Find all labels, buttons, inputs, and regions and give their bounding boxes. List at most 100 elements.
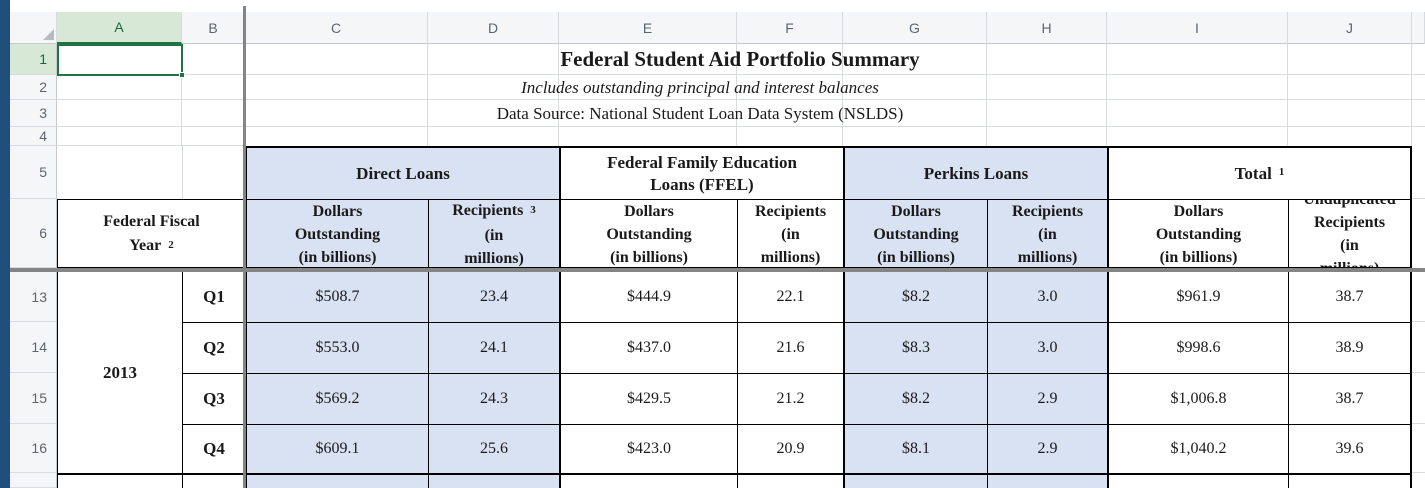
fiscal-line-1: Federal Fiscal [103,212,200,230]
col-header-e[interactable]: E [559,12,737,44]
subheader-perkins-dollars[interactable]: Dollars Outstanding (in billions) [843,199,987,268]
subheader-unduplicated-recipients[interactable]: Unduplicated Recipients (in millions) [1288,199,1412,268]
cell-quarter-q4[interactable]: Q4 [182,424,245,473]
cell-perkins-recipients-q1[interactable]: 3.0 [987,272,1107,322]
row-header-14[interactable]: 14 [10,322,57,373]
cell-sliver[interactable] [737,473,843,488]
cell-quarter-q1[interactable]: Q1 [182,272,245,322]
cell-ffel-recipients-q4[interactable]: 20.9 [737,424,843,473]
header-fiscal-year[interactable]: Federal Fiscal Year 2 [57,199,245,268]
subheader-perkins-recipients[interactable]: Recipients (in millions) [987,199,1107,268]
col-header-b[interactable]: B [182,12,245,44]
col-header-partial[interactable] [1412,12,1425,44]
cell-total-recipients-q2[interactable]: 38.9 [1288,322,1412,373]
cell-ffel-dollars-q4[interactable]: $423.0 [559,424,737,473]
selected-cell-a1[interactable] [57,44,183,76]
row-header-3[interactable]: 3 [10,100,57,127]
cell-total-dollars-q3[interactable]: $1,006.8 [1107,373,1288,424]
subheader-line: (in billions) [298,248,377,266]
subheader-line: Dollars [624,202,674,220]
cell-perkins-recipients-q4[interactable]: 2.9 [987,424,1107,473]
cell-total-dollars-q4[interactable]: $1,040.2 [1107,424,1288,473]
row-header-2[interactable]: 2 [10,75,57,100]
col-header-d[interactable]: D [428,12,559,44]
cell-total-dollars-q2[interactable]: $998.6 [1107,322,1288,373]
subheader-line: millions) [760,248,821,266]
subheader-line: (in billions) [1159,248,1238,266]
cell-title[interactable]: Federal Student Aid Portfolio Summary [560,47,920,71]
row-header-6[interactable]: 6 [10,199,57,268]
cell-direct-dollars-q4[interactable]: $609.1 [245,424,428,473]
header-direct-loans[interactable]: Direct Loans [245,146,559,199]
cell-total-recipients-q3[interactable]: 38.7 [1288,373,1412,424]
subheader-ffel-dollars[interactable]: Dollars Outstanding (in billions) [559,199,737,268]
cell-sliver[interactable] [245,473,428,488]
select-all-corner[interactable] [10,12,57,44]
cell-ffel-dollars-q1[interactable]: $444.9 [559,272,737,322]
cell-sliver[interactable] [428,473,559,488]
subheader-direct-dollars[interactable]: Dollars Outstanding (in billions) [245,199,428,268]
col-header-f[interactable]: F [737,12,843,44]
cell-perkins-recipients-q2[interactable]: 3.0 [987,322,1107,373]
cell-quarter-q2[interactable]: Q2 [182,322,245,373]
row-header-1[interactable]: 1 [10,44,57,75]
header-total-label: Total [1234,163,1272,183]
col-header-a[interactable]: A [57,12,182,44]
cell-direct-recipients-q3[interactable]: 24.3 [428,373,559,424]
subheader-line: Outstanding [606,225,692,243]
subheader-line: Recipients [1011,202,1084,220]
gridline [1412,423,1425,424]
col-header-c[interactable]: C [245,12,428,44]
cell-data-source[interactable]: Data Source: National Student Loan Data … [496,103,904,123]
cell-perkins-recipients-q3[interactable]: 2.9 [987,373,1107,424]
row-header-16[interactable]: 16 [10,424,57,473]
cell-total-recipients-q1[interactable]: 38.7 [1288,272,1412,322]
cell-subtitle[interactable]: Includes outstanding principal and inter… [521,77,879,97]
col-header-j[interactable]: J [1288,12,1412,44]
cell-direct-recipients-q1[interactable]: 23.4 [428,272,559,322]
subheader-direct-recipients[interactable]: Recipients 3 (in millions) [428,199,559,268]
cell-total-recipients-q4[interactable]: 39.6 [1288,424,1412,473]
cell-perkins-dollars-q3[interactable]: $8.2 [843,373,987,424]
cell-direct-dollars-q3[interactable]: $569.2 [245,373,428,424]
cell-ffel-dollars-q2[interactable]: $437.0 [559,322,737,373]
cell-sliver[interactable] [1288,473,1412,488]
header-total[interactable]: Total 1 [1107,146,1412,199]
cell-ffel-recipients-q1[interactable]: 22.1 [737,272,843,322]
cell-direct-dollars-q1[interactable]: $508.7 [245,272,428,322]
cell-perkins-dollars-q4[interactable]: $8.1 [843,424,987,473]
subheader-total-dollars[interactable]: Dollars Outstanding (in billions) [1107,199,1288,268]
fill-handle[interactable] [179,72,185,78]
cell-sliver[interactable] [182,473,245,488]
header-perkins-loans[interactable]: Perkins Loans [843,146,1107,199]
cell-quarter-q3[interactable]: Q3 [182,373,245,424]
cell-perkins-dollars-q1[interactable]: $8.2 [843,272,987,322]
row-header-partial[interactable] [10,473,57,488]
header-ffel[interactable]: Federal Family Education Loans (FFEL) [559,146,843,199]
row-header-4[interactable]: 4 [10,127,57,146]
cell-ffel-recipients-q2[interactable]: 21.6 [737,322,843,373]
cell-ffel-recipients-q3[interactable]: 21.2 [737,373,843,424]
col-header-h[interactable]: H [987,12,1107,44]
gridline [1411,44,1412,146]
cell-direct-recipients-q4[interactable]: 25.6 [428,424,559,473]
col-header-g[interactable]: G [843,12,987,44]
cell-year-2013[interactable]: 2013 [57,272,182,473]
subheader-ffel-recipients[interactable]: Recipients (in millions) [737,199,843,268]
cell-sliver[interactable] [1107,473,1288,488]
cell-sliver[interactable] [559,473,737,488]
cell-direct-recipients-q2[interactable]: 24.1 [428,322,559,373]
cell-direct-dollars-q2[interactable]: $553.0 [245,322,428,373]
cell-sliver[interactable] [57,473,182,488]
col-header-i[interactable]: I [1107,12,1288,44]
row-header-13[interactable]: 13 [10,272,57,322]
cell-ffel-dollars-q3[interactable]: $429.5 [559,373,737,424]
row-header-15[interactable]: 15 [10,373,57,424]
cell-sliver[interactable] [843,473,987,488]
row-header-5[interactable]: 5 [10,146,57,199]
cell-sliver[interactable] [987,473,1107,488]
subheader-line: (in [484,226,504,244]
cell-perkins-dollars-q2[interactable]: $8.3 [843,322,987,373]
cell-total-dollars-q1[interactable]: $961.9 [1107,272,1288,322]
